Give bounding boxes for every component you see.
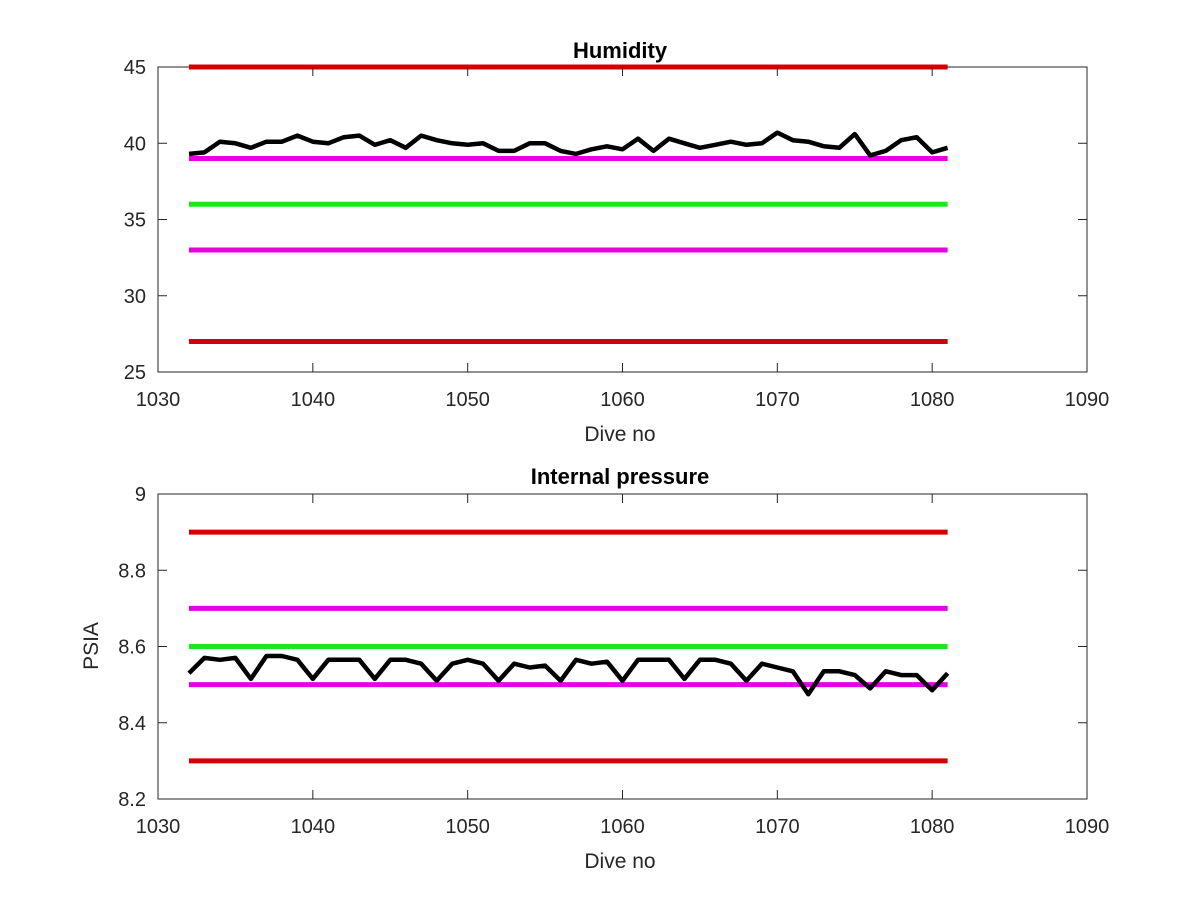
humidity-data-line: [188, 130, 949, 158]
humidity-y-tick-label: 30: [124, 286, 146, 308]
pressure-data-line: [187, 653, 950, 697]
humidity-y-ticks: 25 30 35 40 45: [124, 57, 1087, 384]
humidity-x-label: Dive no: [584, 423, 655, 446]
humidity-x-tick-label: 1030: [136, 389, 181, 411]
pressure-x-tick-label: 1040: [291, 816, 336, 838]
humidity-y-tick-label: 45: [124, 57, 146, 79]
pressure-y-tick-label: 9: [135, 484, 146, 506]
pressure-x-ticks: 1030 1040 1050 1060 1070 1080 1090: [136, 494, 1110, 838]
humidity-series: [188, 130, 949, 158]
humidity-subplot: Humidity 1030 1040 1050 1060 1070 1080 1090 25…: [124, 38, 1110, 446]
humidity-axes-box: [157, 66, 1088, 373]
humidity-title: Humidity: [573, 38, 668, 63]
pressure-x-tick-label: 1030: [136, 816, 181, 838]
humidity-x-tick-label: 1090: [1065, 389, 1110, 411]
pressure-x-tick-label: 1070: [755, 816, 800, 838]
pressure-y-label: PSIA: [80, 622, 103, 670]
pressure-title: Internal pressure: [531, 464, 710, 489]
pressure-x-label: Dive no: [584, 850, 655, 873]
pressure-x-tick-label: 1050: [445, 816, 490, 838]
pressure-y-tick-label: 8.8: [118, 560, 146, 582]
pressure-y-tick-label: 8.6: [118, 637, 146, 659]
pressure-x-tick-label: 1080: [910, 816, 955, 838]
humidity-y-tick-label: 40: [124, 133, 146, 155]
pressure-y-ticks: 8.2 8.4 8.6 8.8 9: [118, 484, 1087, 811]
humidity-x-ticks: 1030 1040 1050 1060 1070 1080 1090: [136, 67, 1110, 411]
humidity-x-tick-label: 1060: [600, 389, 645, 411]
pressure-y-tick-label: 8.2: [118, 789, 146, 811]
humidity-x-tick-label: 1080: [910, 389, 955, 411]
pressure-series: [187, 653, 950, 697]
humidity-x-tick-label: 1040: [291, 389, 336, 411]
humidity-y-tick-label: 35: [124, 210, 146, 232]
humidity-threshold-lines: [188, 64, 948, 344]
humidity-x-tick-label: 1070: [755, 389, 800, 411]
pressure-subplot: Internal pressure 1030 1040 1050 1060 1070 10…: [80, 464, 1109, 873]
pressure-y-tick-label: 8.4: [118, 713, 146, 735]
humidity-x-tick-label: 1050: [445, 389, 490, 411]
pressure-x-tick-label: 1060: [600, 816, 645, 838]
humidity-y-tick-label: 25: [124, 362, 146, 384]
pressure-x-tick-label: 1090: [1065, 816, 1110, 838]
pressure-threshold-lines: [188, 529, 948, 764]
